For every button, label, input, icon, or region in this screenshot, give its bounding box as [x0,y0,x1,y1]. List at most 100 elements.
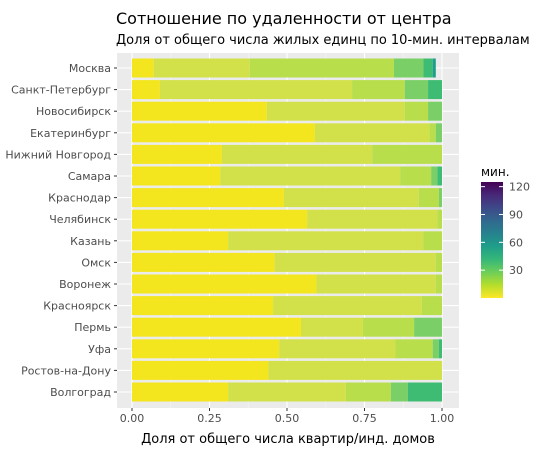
x-axis: 0.00 0.25 0.50 0.75 1.00 [120,408,455,425]
legend-tick-label: 90 [509,208,523,221]
bar-segment [404,80,429,100]
x-tick-label: 0.50 [275,412,300,425]
y-axis: Москва Санкт-Петербург Новосибирск Екатерин… [5,62,117,399]
y-tick-label: Новосибирск [36,105,111,118]
bar-Самара [132,166,442,186]
bar-segment [362,317,415,337]
y-tick-label: Воронеж [59,278,111,291]
bar-Волгоград [132,382,442,402]
bar-segment [418,188,439,208]
bar-Уфа [132,339,442,359]
bar-segment [432,58,436,78]
bar-segment [352,80,405,100]
bar-segment [132,339,280,359]
y-tick-label: Пермь [74,321,111,334]
bar-segment [307,209,438,229]
bar-Москва [132,58,436,78]
bar-segment [249,58,394,78]
chart-subtitle: Доля от общего числа жилых единц по 10-м… [116,33,530,48]
bar-segment [423,231,442,251]
bar-segment [395,339,433,359]
bar-Челябинск [132,209,442,229]
y-tick-label: Казань [70,235,111,248]
bar-segment [438,339,442,359]
chart-title: Сотношение по удаленности от центра [116,9,452,28]
bar-segment [274,252,436,272]
bar-segment [390,382,408,402]
bar-segment [132,144,222,164]
legend-tick-label: 30 [509,264,523,277]
bar-segment [407,382,442,402]
bar-segment [132,166,221,186]
bar-Воронеж [132,274,442,294]
bar-segment [404,101,429,121]
bar-segment [435,123,442,143]
bars-group [132,58,442,402]
bar-Пермь [132,317,442,337]
legend-tick-label: 120 [509,181,530,194]
x-tick-label: 0.00 [120,412,145,425]
bar-segment [314,123,430,143]
bar-Краснодар [132,188,442,208]
bar-segment [372,144,442,164]
bar-segment [438,188,442,208]
bar-segment [435,252,442,272]
y-tick-label: Уфа [88,343,111,356]
y-tick-label: Москва [69,62,111,75]
bar-Омск [132,252,442,272]
bar-segment [221,144,373,164]
bar-segment [132,360,269,380]
bar-segment [132,296,274,316]
y-tick-label: Волгоград [50,386,111,399]
bar-segment [132,231,229,251]
bar-Екатеринбург [132,123,442,143]
bar-segment [283,188,419,208]
bar-Ростов-на-Дону [132,360,442,380]
bar-segment [435,274,442,294]
bar-segment [432,339,439,359]
bar-segment [220,166,401,186]
bar-segment [132,123,315,143]
bar-segment [132,209,308,229]
bar-Казань [132,231,442,251]
bar-segment [279,339,396,359]
x-axis-title: Доля от общего числа квартир/инд. домов [141,432,435,447]
bar-segment [132,80,160,100]
bar-segment [400,166,432,186]
bar-Санкт-Петербург [132,80,442,100]
bar-segment [300,317,363,337]
bar-segment [437,209,442,229]
y-tick-label: Нижний Новгород [5,148,111,161]
bar-segment [132,252,275,272]
bar-segment [153,58,250,78]
bar-segment [421,296,442,316]
bar-segment [423,58,433,78]
bar-segment [431,166,438,186]
bar-segment [228,382,346,402]
bar-Новосибирск [132,101,442,121]
x-tick-label: 0.25 [197,412,222,425]
bar-segment [428,101,442,121]
bar-segment [429,123,436,143]
y-tick-label: Екатеринбург [30,127,111,140]
bar-segment [428,80,442,100]
x-tick-label: 1.00 [430,412,455,425]
bar-Нижний Новгород [132,144,442,164]
bar-segment [132,274,317,294]
y-tick-label: Омск [81,256,111,269]
bar-segment [132,382,229,402]
bar-segment [273,296,422,316]
y-tick-label: Красноярск [43,300,111,313]
bar-segment [268,360,442,380]
bar-segment [159,80,353,100]
y-tick-label: Санкт-Петербург [11,84,111,97]
bar-segment [437,166,442,186]
legend: мин. 30 60 90 120 [481,165,530,298]
bar-segment [132,101,267,121]
bar-segment [266,101,405,121]
bar-segment [228,231,424,251]
legend-ticks: 30 60 90 120 [481,181,530,277]
bar-segment [316,274,436,294]
bar-segment [393,58,424,78]
